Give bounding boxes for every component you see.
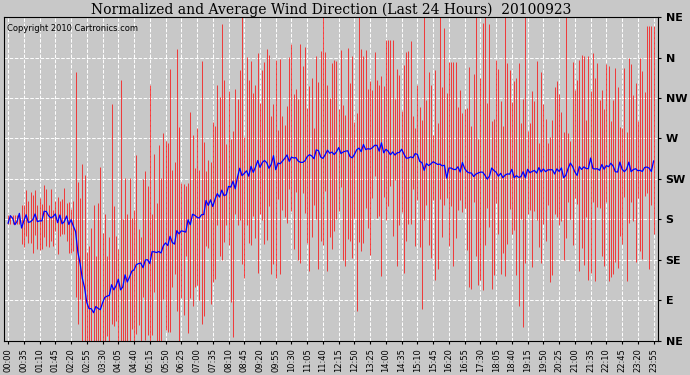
- Text: Copyright 2010 Cartronics.com: Copyright 2010 Cartronics.com: [7, 24, 138, 33]
- Title: Normalized and Average Wind Direction (Last 24 Hours)  20100923: Normalized and Average Wind Direction (L…: [90, 3, 571, 17]
